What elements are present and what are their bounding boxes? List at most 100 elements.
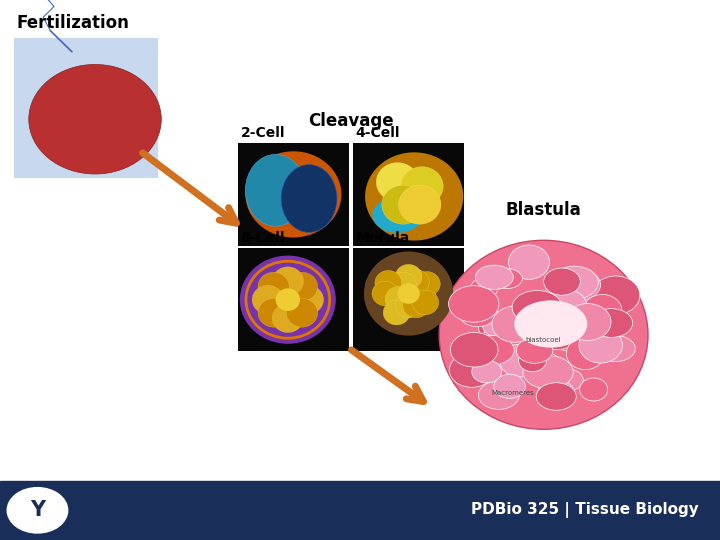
Bar [353, 143, 464, 246]
Ellipse shape [514, 300, 588, 348]
Ellipse shape [397, 284, 420, 304]
Bar [14, 38, 158, 178]
Ellipse shape [287, 299, 318, 327]
Ellipse shape [512, 291, 562, 324]
Text: Macromeres: Macromeres [491, 390, 534, 396]
Ellipse shape [292, 285, 323, 314]
Ellipse shape [412, 290, 438, 315]
Text: Blastula: Blastula [505, 201, 582, 219]
Ellipse shape [287, 272, 318, 301]
Ellipse shape [272, 304, 303, 333]
Ellipse shape [375, 271, 402, 295]
Ellipse shape [534, 316, 580, 349]
Ellipse shape [364, 252, 454, 335]
Ellipse shape [449, 286, 499, 322]
Ellipse shape [29, 64, 161, 174]
Ellipse shape [372, 197, 423, 233]
Text: Y: Y [30, 500, 45, 521]
Text: 8-Cell: 8-Cell [240, 231, 285, 245]
Text: blastocoel: blastocoel [526, 336, 562, 342]
Ellipse shape [478, 381, 519, 409]
Ellipse shape [544, 268, 580, 295]
Ellipse shape [246, 154, 306, 226]
Ellipse shape [482, 313, 516, 338]
Circle shape [7, 488, 68, 533]
Ellipse shape [470, 278, 498, 299]
Ellipse shape [281, 165, 337, 232]
Ellipse shape [538, 379, 574, 408]
Ellipse shape [458, 296, 498, 327]
Ellipse shape [383, 300, 410, 325]
Ellipse shape [276, 288, 300, 311]
Ellipse shape [595, 335, 635, 362]
Ellipse shape [500, 344, 541, 377]
Ellipse shape [434, 235, 653, 434]
Ellipse shape [550, 266, 598, 299]
Ellipse shape [395, 293, 422, 318]
Ellipse shape [365, 152, 463, 241]
Text: PDBio 325 | Tissue Biology: PDBio 325 | Tissue Biology [471, 502, 698, 518]
Ellipse shape [590, 309, 633, 338]
Ellipse shape [402, 269, 429, 294]
Ellipse shape [382, 185, 424, 224]
Ellipse shape [469, 350, 501, 373]
Ellipse shape [536, 383, 576, 410]
Ellipse shape [549, 322, 596, 352]
Ellipse shape [272, 267, 303, 295]
Ellipse shape [475, 265, 513, 289]
Ellipse shape [580, 378, 608, 401]
Bar [353, 248, 464, 351]
Ellipse shape [478, 313, 511, 340]
Text: 2-Cell: 2-Cell [240, 126, 285, 140]
Text: Fertilization: Fertilization [17, 15, 130, 32]
Ellipse shape [450, 333, 498, 367]
Text: 4-Cell: 4-Cell [356, 126, 400, 140]
Ellipse shape [408, 281, 435, 306]
Ellipse shape [401, 167, 444, 206]
Ellipse shape [545, 281, 576, 307]
Ellipse shape [458, 291, 493, 316]
Ellipse shape [240, 255, 336, 344]
Ellipse shape [552, 268, 600, 301]
Ellipse shape [518, 349, 546, 372]
Ellipse shape [252, 285, 284, 314]
Ellipse shape [377, 163, 418, 201]
Ellipse shape [390, 272, 416, 297]
Ellipse shape [567, 338, 604, 370]
Ellipse shape [583, 294, 622, 326]
Ellipse shape [399, 185, 441, 224]
Ellipse shape [525, 294, 570, 332]
Bar [238, 248, 349, 351]
Ellipse shape [506, 301, 547, 333]
Bar [0, 481, 720, 540]
Ellipse shape [258, 272, 289, 301]
Ellipse shape [246, 151, 341, 238]
Ellipse shape [468, 335, 514, 365]
Ellipse shape [508, 245, 549, 279]
Ellipse shape [536, 307, 579, 337]
Ellipse shape [492, 306, 537, 342]
Ellipse shape [413, 272, 440, 296]
Ellipse shape [544, 289, 587, 324]
Ellipse shape [494, 374, 526, 399]
Ellipse shape [258, 299, 289, 327]
Ellipse shape [395, 265, 422, 289]
Ellipse shape [372, 281, 399, 306]
Ellipse shape [472, 360, 502, 383]
Ellipse shape [481, 329, 509, 348]
Ellipse shape [492, 269, 522, 288]
Text: Cleavage: Cleavage [308, 112, 394, 130]
Ellipse shape [402, 293, 429, 318]
Ellipse shape [564, 303, 611, 341]
Ellipse shape [523, 355, 573, 389]
Ellipse shape [516, 338, 553, 363]
Ellipse shape [439, 240, 648, 429]
Ellipse shape [385, 287, 412, 311]
Text: Morula: Morula [356, 231, 410, 245]
Ellipse shape [449, 353, 495, 387]
Ellipse shape [550, 369, 583, 391]
Ellipse shape [528, 352, 562, 380]
Ellipse shape [592, 276, 640, 314]
Bar [238, 143, 349, 246]
Ellipse shape [579, 327, 622, 363]
